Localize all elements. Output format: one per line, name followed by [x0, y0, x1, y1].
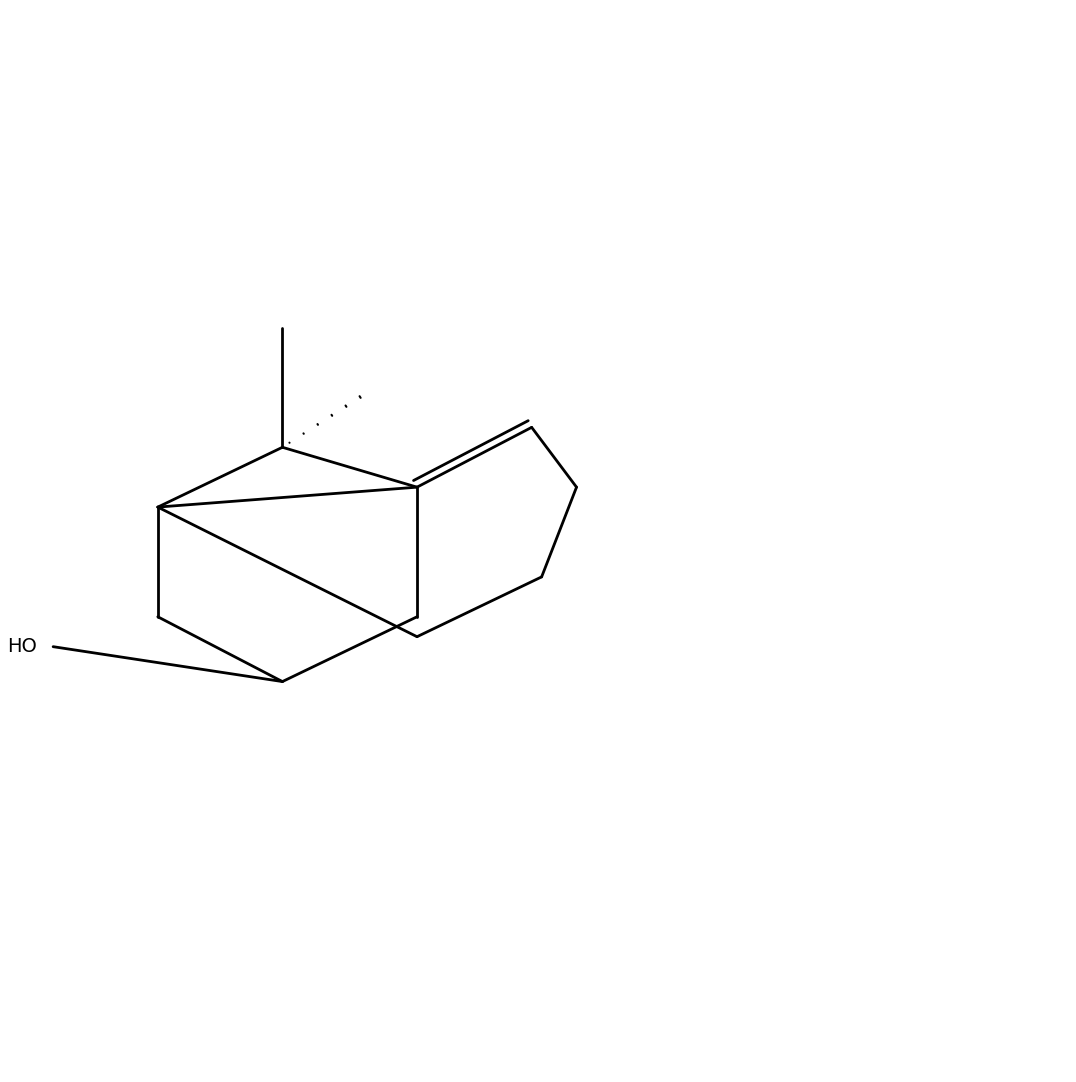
Text: HO: HO [8, 637, 37, 656]
